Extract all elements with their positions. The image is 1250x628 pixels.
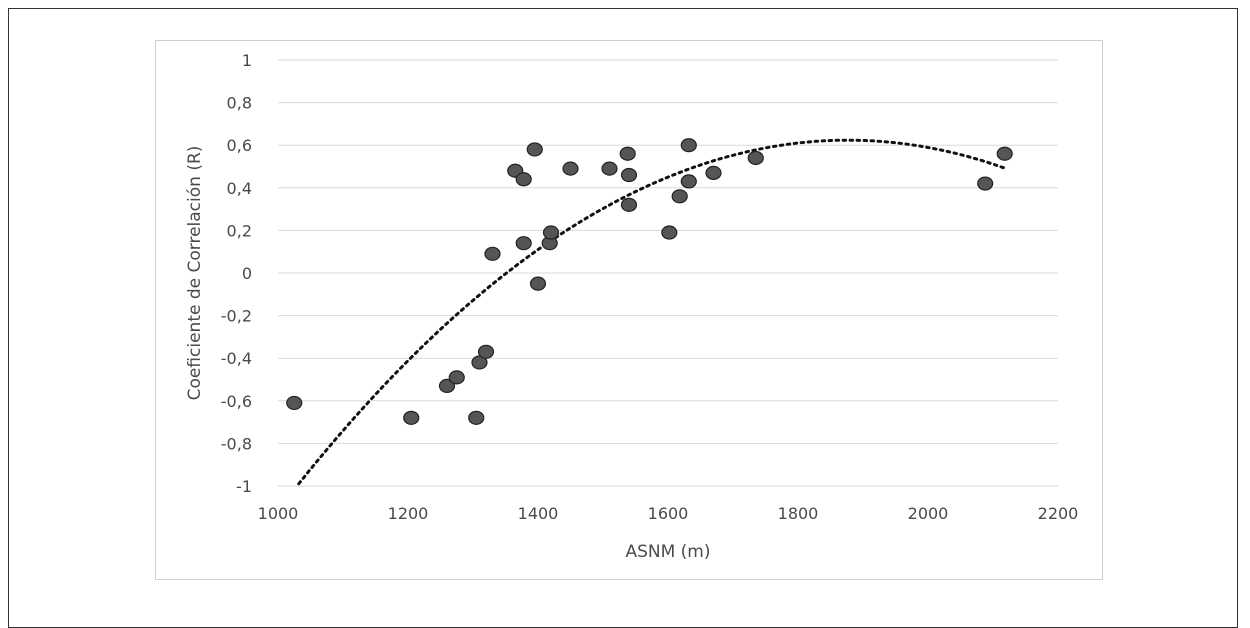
- y-tick-label: 1: [242, 51, 252, 70]
- x-tick-label: 1400: [518, 504, 559, 523]
- chart-area: [155, 40, 1103, 580]
- data-point: [562, 161, 579, 176]
- data-point: [526, 142, 543, 157]
- data-point: [448, 370, 465, 385]
- data-point: [484, 246, 501, 261]
- x-axis-label: ASNM (m): [625, 542, 710, 562]
- data-point: [680, 174, 697, 189]
- x-tick-labels: 1000 1200 1400 1600 1800 2000 2200: [258, 504, 1079, 523]
- y-tick-label: 0,6: [227, 136, 252, 155]
- data-point: [468, 410, 485, 425]
- data-point: [477, 344, 495, 359]
- data-point: [619, 146, 636, 161]
- data-point: [671, 189, 688, 204]
- y-axis-label: Coeficiente de Correlación (R): [185, 146, 205, 401]
- y-tick-label: 0,4: [227, 179, 252, 198]
- x-tick-label: 1600: [648, 504, 689, 523]
- y-tick-labels: 1 0,8 0,6 0,4 0,2 0 -0,2 -0,4 -0,6 -0,8 -1: [221, 51, 252, 496]
- data-point: [977, 176, 994, 191]
- y-tick-label: -0,6: [221, 392, 252, 411]
- data-point: [680, 138, 697, 153]
- data-point: [515, 236, 532, 251]
- x-tick-label: 2200: [1038, 504, 1079, 523]
- grid-lines: [278, 59, 1058, 487]
- x-tick-label: 1800: [778, 504, 819, 523]
- y-tick-label: 0,2: [227, 221, 252, 240]
- data-point: [515, 172, 532, 187]
- y-tick-label: -0,2: [221, 307, 252, 326]
- x-tick-label: 1200: [388, 504, 429, 523]
- x-tick-label: 2000: [908, 504, 949, 523]
- data-point: [529, 276, 547, 291]
- scatter-chart: 1 0,8 0,6 0,4 0,2 0 -0,2 -0,4 -0,6 -0,8 -1 1000 120…: [185, 51, 1079, 562]
- y-tick-label: 0,8: [227, 94, 252, 113]
- data-points: [286, 138, 1013, 425]
- data-point: [438, 378, 456, 393]
- y-tick-label: -0,8: [221, 434, 252, 453]
- data-point: [661, 225, 678, 240]
- data-point: [403, 410, 420, 425]
- data-point: [705, 165, 722, 180]
- data-point: [747, 150, 764, 166]
- data-point: [620, 197, 638, 212]
- data-point: [601, 161, 618, 176]
- y-tick-label: 0: [242, 264, 252, 283]
- x-tick-label: 1000: [258, 504, 299, 523]
- data-point: [542, 225, 560, 240]
- data-point: [996, 146, 1013, 161]
- y-tick-label: -1: [236, 477, 252, 496]
- trendline: [297, 138, 1008, 486]
- data-point: [620, 167, 638, 183]
- y-tick-label: -0,4: [221, 349, 252, 368]
- data-point: [286, 395, 303, 411]
